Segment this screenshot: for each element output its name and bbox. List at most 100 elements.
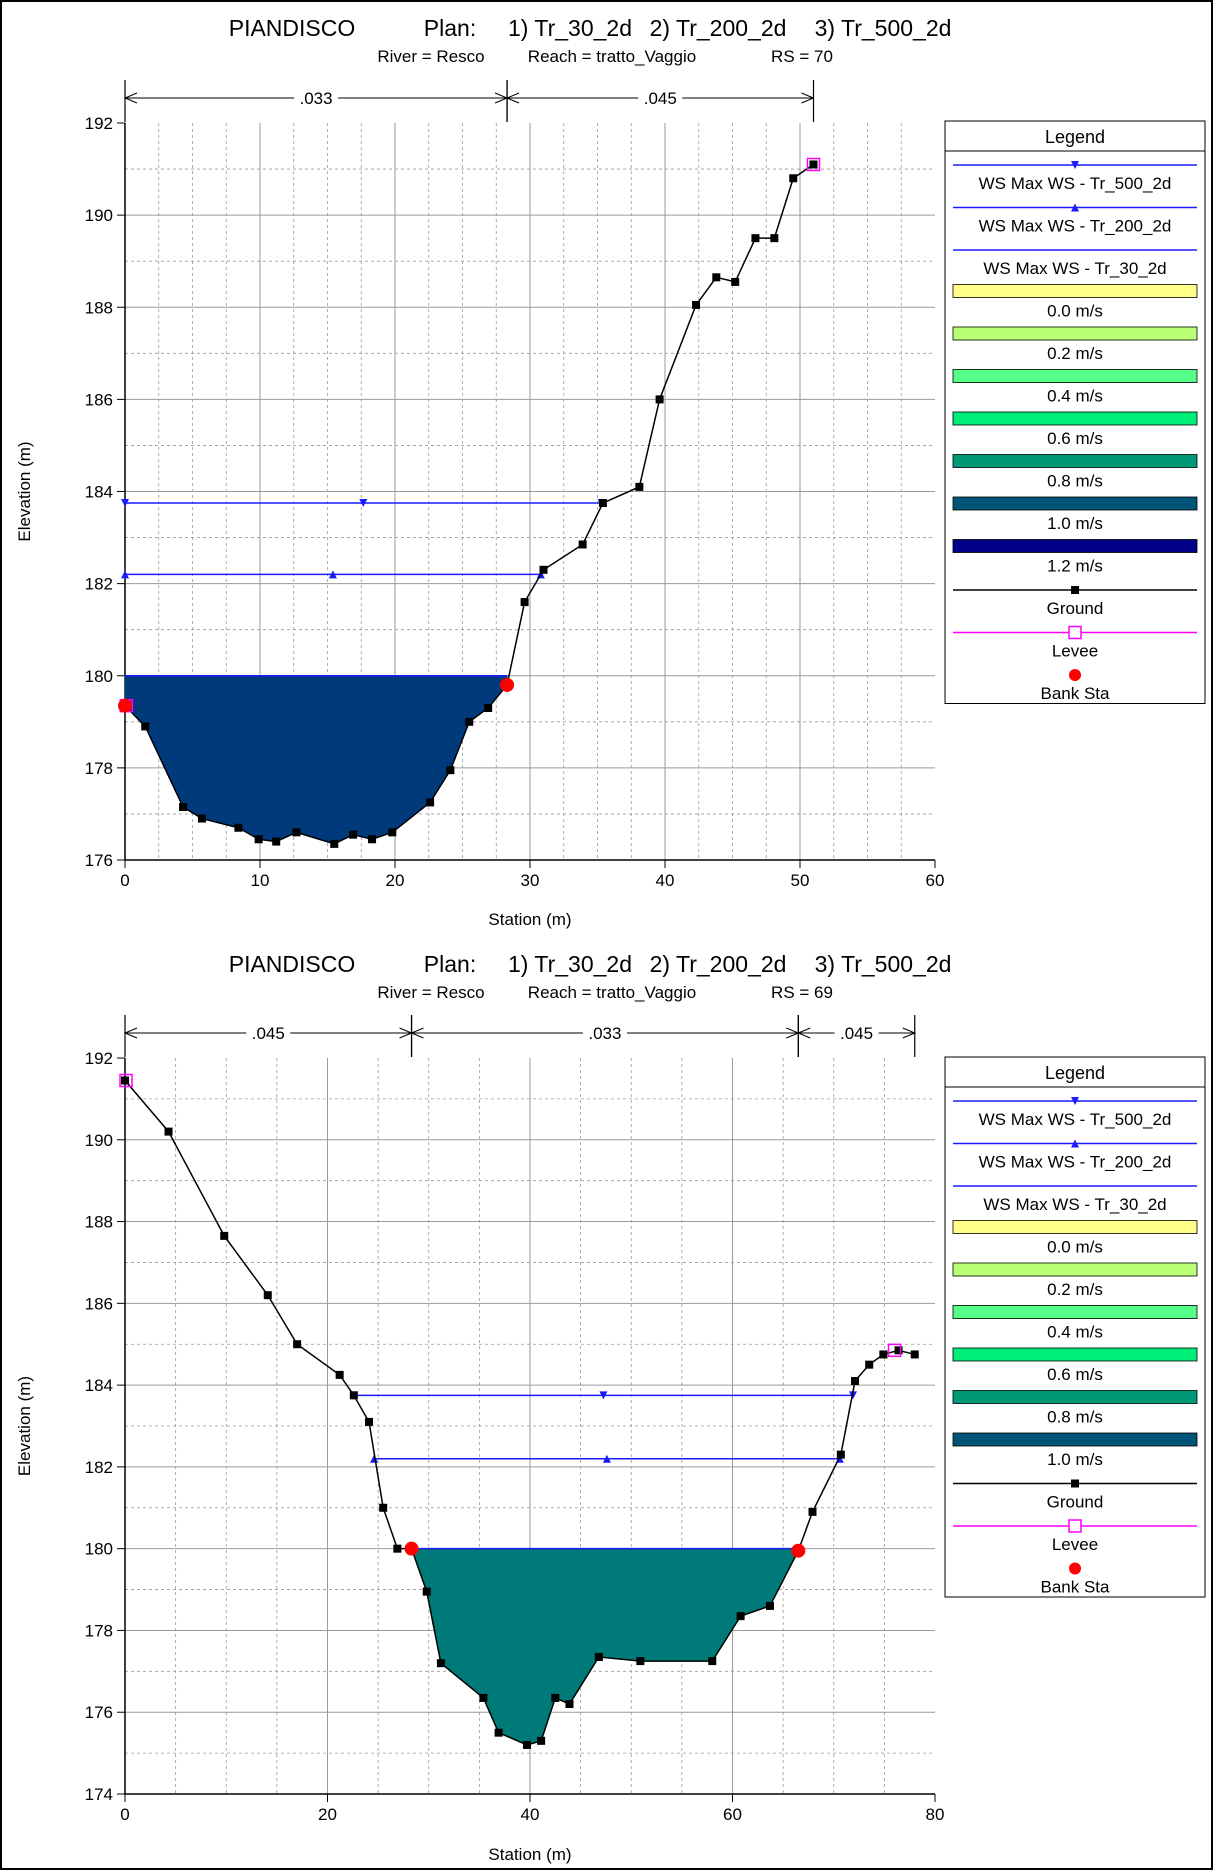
y-tick-label: 176 [85,851,113,870]
x-tick-label: 50 [791,871,810,890]
legend-ground-label: Ground [1047,1493,1104,1512]
ws-marker [602,1454,611,1463]
ground-point [539,565,548,574]
x-tick-label: 40 [656,871,675,890]
plan-label: Plan: [424,951,476,977]
ground-point [736,1612,745,1621]
chart-title: PIANDISCO [229,15,356,41]
bank-station-marker [404,1541,419,1556]
manning-arrow-right [801,92,815,104]
ground-point [484,703,493,712]
manning-n-label: .045 [252,1024,285,1043]
y-tick-label: 186 [85,1294,113,1313]
legend-velocity-swatch [952,284,1198,298]
manning-label-bg [638,87,683,107]
legend-ws-label: WS Max WS - Tr_200_2d [979,1153,1172,1172]
legend-velocity-swatch [952,369,1198,383]
y-tick-label: 186 [85,390,113,409]
manning-arrow-left [123,1027,138,1039]
ws-marker [328,570,337,579]
ground-point [522,1740,531,1749]
ground-point [335,1370,344,1379]
ground-point [808,1507,817,1516]
y-tick-label: 174 [85,1785,113,1804]
legend-velocity-label: 0.0 m/s [1047,1238,1103,1257]
ground-point [770,234,779,243]
ground-point [731,277,740,286]
plan-label-3: 3) Tr_500_2d [815,15,952,41]
ground-point [368,835,377,844]
x-tick-label: 10 [251,871,270,890]
x-tick-label: 60 [926,871,945,890]
legend-velocity-label: 1.0 m/s [1047,514,1103,533]
ground-point [565,1700,574,1709]
chart-title: PIANDISCO [229,951,356,977]
y-tick-label: 192 [85,114,113,133]
gridlines [125,1058,935,1794]
legend-velocity-label: 0.0 m/s [1047,302,1103,321]
chart-1: PIANDISCO Plan: 1) Tr_30_2d 2) Tr_200_2d 3) … [15,15,1206,929]
ws-marker [599,1391,608,1400]
legend-velocity-label: 0.6 m/s [1047,429,1103,448]
legend-velocity-swatch [952,1220,1198,1234]
manning-label-bg [246,1022,291,1042]
x-tick-label: 20 [386,871,405,890]
ground-point [422,1587,431,1596]
y-tick-label: 188 [85,1213,113,1232]
plan-label-3: 3) Tr_500_2d [815,951,952,977]
ground-point [598,499,607,508]
manning-label-bg [294,87,339,107]
y-tick-label: 190 [85,206,113,225]
ws-marker [121,499,129,508]
y-tick-label: 178 [85,759,113,778]
ground-point [272,837,281,846]
legend-velocity-label: 0.2 m/s [1047,344,1103,363]
ground-point [379,1503,388,1512]
legend-velocity-label: 0.4 m/s [1047,1323,1103,1342]
ground-point [692,300,701,309]
ground-point [865,1360,874,1369]
ground-point [436,1659,445,1668]
x-tick-label: 0 [120,1805,129,1824]
ground-point [635,482,644,491]
y-axis-label: Elevation (m) [15,1376,34,1476]
ground-point [141,722,150,731]
legend-ground-label: Ground [1047,599,1104,618]
legend-levee-label: Levee [1052,642,1098,661]
ground-point [655,395,664,404]
legend-ground-marker [1071,586,1079,594]
ground-point [479,1693,488,1702]
levee-marker [119,1073,133,1088]
y-tick-label: 182 [85,575,113,594]
ground-point [765,1601,774,1610]
y-tick-label: 190 [85,1131,113,1150]
ground-point [708,1657,717,1666]
legend-velocity-label: 1.2 m/s [1047,557,1103,576]
x-tick-label: 60 [723,1805,742,1824]
legend-ws-label: WS Max WS - Tr_500_2d [979,1110,1172,1129]
legend-velocity-swatch [952,1347,1198,1362]
y-tick-label: 182 [85,1458,113,1477]
legend-velocity-label: 0.8 m/s [1047,472,1103,491]
ground-point [836,1450,845,1459]
legend-velocity-swatch [952,411,1198,426]
y-tick-label: 180 [85,1540,113,1559]
y-tick-label: 188 [85,298,113,317]
legend-ws-marker [1071,161,1079,169]
ground-point [293,1340,302,1349]
legend-bank-marker [1069,1562,1081,1575]
ground-point [388,828,397,837]
legend-title: Legend [1045,1063,1105,1083]
legend-levee-label: Levee [1052,1535,1098,1554]
manning-n-label: .045 [840,1024,873,1043]
ground-point [164,1127,173,1136]
manning-arrow-left [797,1027,811,1039]
legend-velocity-label: 0.8 m/s [1047,1408,1103,1427]
ground-point [263,1291,272,1300]
ground-point [851,1377,860,1386]
ground-point [349,830,358,839]
ground-point [254,835,263,844]
y-tick-label: 184 [85,1376,113,1395]
